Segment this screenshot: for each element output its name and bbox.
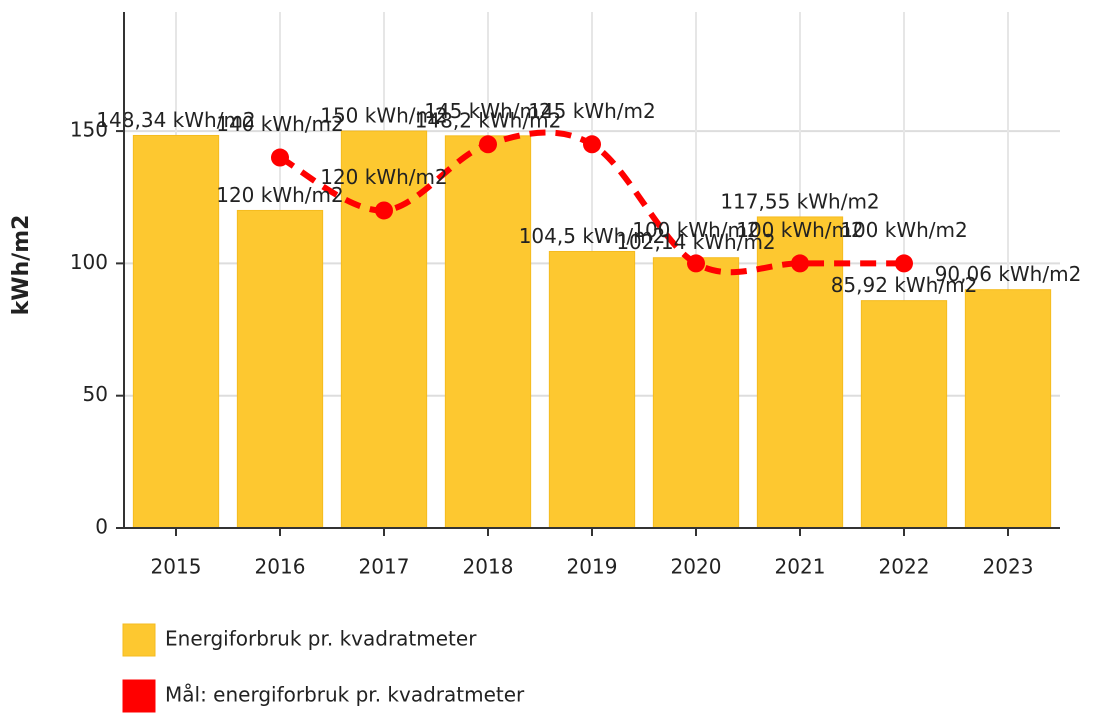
y-axis-title: kWh/m2 bbox=[9, 215, 34, 316]
legend-label: Energiforbruk pr. kvadratmeter bbox=[165, 627, 477, 651]
legend-swatch bbox=[122, 623, 156, 657]
x-tick-label: 2017 bbox=[359, 555, 410, 579]
bar bbox=[132, 134, 220, 529]
data-label: 102,14 kWh/m2 bbox=[616, 230, 775, 254]
y-tick-label: 150 bbox=[70, 118, 108, 142]
line-point bbox=[375, 201, 393, 220]
x-tick-label: 2022 bbox=[879, 555, 930, 579]
data-label: 100 kWh/m2 bbox=[736, 218, 864, 242]
line-point bbox=[791, 254, 809, 273]
x-tick-label: 2023 bbox=[983, 555, 1034, 579]
line-point bbox=[583, 135, 601, 154]
y-tick-label: 0 bbox=[95, 515, 108, 539]
x-tick-label: 2020 bbox=[671, 555, 722, 579]
x-tick-label: 2015 bbox=[151, 555, 202, 579]
data-label: 148,34 kWh/m2 bbox=[96, 108, 255, 132]
data-label: 145 kWh/m2 bbox=[424, 99, 552, 123]
data-label: 120 kWh/m2 bbox=[216, 183, 344, 207]
bar bbox=[964, 289, 1052, 529]
data-label: 90,06 kWh/m2 bbox=[935, 262, 1082, 286]
data-label: 120 kWh/m2 bbox=[320, 165, 448, 189]
x-tick-label: 2016 bbox=[255, 555, 306, 579]
x-tick-label: 2018 bbox=[463, 555, 514, 579]
bar bbox=[652, 257, 740, 529]
data-label: 117,55 kWh/m2 bbox=[720, 189, 879, 213]
data-label: 145 kWh/m2 bbox=[528, 99, 656, 123]
line-point bbox=[687, 254, 705, 273]
data-label: 140 kWh/m2 bbox=[216, 112, 344, 136]
x-tick-label: 2021 bbox=[775, 555, 826, 579]
bar bbox=[444, 135, 532, 529]
line-point bbox=[479, 135, 497, 154]
legend-label: Mål: energiforbruk pr. kvadratmeter bbox=[165, 683, 525, 707]
data-label: 148,2 kWh/m2 bbox=[415, 108, 562, 132]
bar bbox=[548, 250, 636, 529]
data-label: 150 kWh/m2 bbox=[320, 104, 448, 128]
data-label: 100 kWh/m2 bbox=[632, 218, 760, 242]
x-tick-label: 2019 bbox=[567, 555, 618, 579]
legend-swatch bbox=[122, 679, 156, 713]
line-point bbox=[895, 254, 913, 273]
bar bbox=[860, 300, 948, 529]
data-label: 85,92 kWh/m2 bbox=[831, 273, 978, 297]
data-label: 100 kWh/m2 bbox=[840, 218, 968, 242]
line-point bbox=[271, 148, 289, 167]
y-tick-label: 50 bbox=[83, 382, 108, 406]
y-tick-label: 100 bbox=[70, 250, 108, 274]
bar bbox=[340, 130, 428, 529]
data-label: 104,5 kWh/m2 bbox=[519, 224, 666, 248]
bar bbox=[236, 209, 324, 529]
